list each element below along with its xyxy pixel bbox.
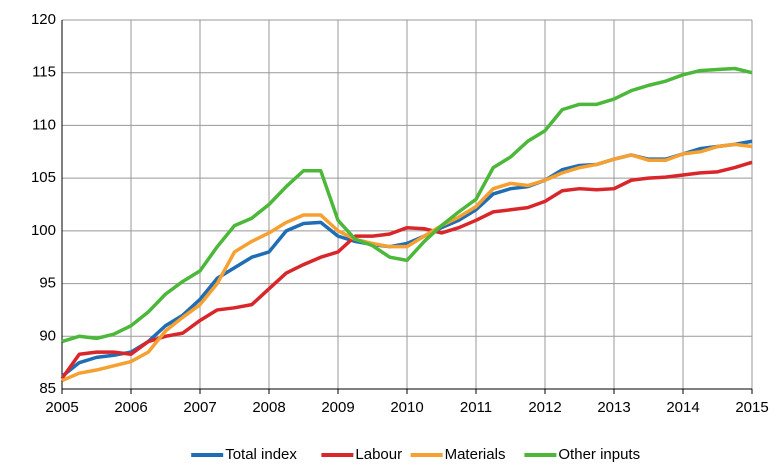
legend-label: Labour xyxy=(355,446,402,463)
x-tick-label: 2007 xyxy=(183,399,216,416)
legend-label: Total index xyxy=(225,446,297,463)
x-tick-label: 2015 xyxy=(735,399,768,416)
x-tick-label: 2008 xyxy=(252,399,285,416)
series-line xyxy=(60,160,753,380)
y-tick-label: 90 xyxy=(39,327,56,344)
y-tick-label: 115 xyxy=(32,64,56,81)
x-tick-label: 2014 xyxy=(666,399,699,416)
y-tick-label: 105 xyxy=(31,169,56,186)
series-line xyxy=(61,142,753,383)
x-tick-label: 2013 xyxy=(597,399,630,416)
x-tick-label: 2005 xyxy=(45,399,78,416)
legend-label: Other inputs xyxy=(558,446,640,463)
x-tick-label: 2010 xyxy=(390,399,423,416)
x-tick-label: 2009 xyxy=(321,399,354,416)
y-tick-label: 100 xyxy=(31,222,56,239)
x-tick-label: 2006 xyxy=(114,399,147,416)
y-tick-label: 95 xyxy=(39,275,56,292)
y-tick-label: 85 xyxy=(39,380,56,397)
y-tick-label: 110 xyxy=(32,116,56,133)
y-tick-label: 120 xyxy=(31,11,56,28)
legend-label: Materials xyxy=(445,446,506,463)
x-tick-label: 2012 xyxy=(528,399,561,416)
x-tick-label: 2011 xyxy=(460,399,492,416)
series-line xyxy=(61,66,753,344)
